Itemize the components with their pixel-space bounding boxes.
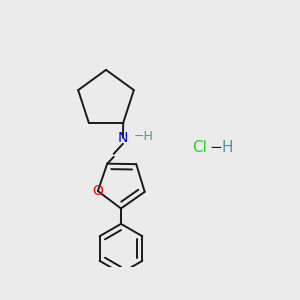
- Text: −H: −H: [134, 130, 154, 143]
- Text: O: O: [92, 184, 103, 198]
- Text: Cl: Cl: [193, 140, 207, 155]
- Text: −: −: [209, 140, 222, 155]
- Text: N: N: [118, 130, 128, 145]
- Text: H: H: [222, 140, 233, 155]
